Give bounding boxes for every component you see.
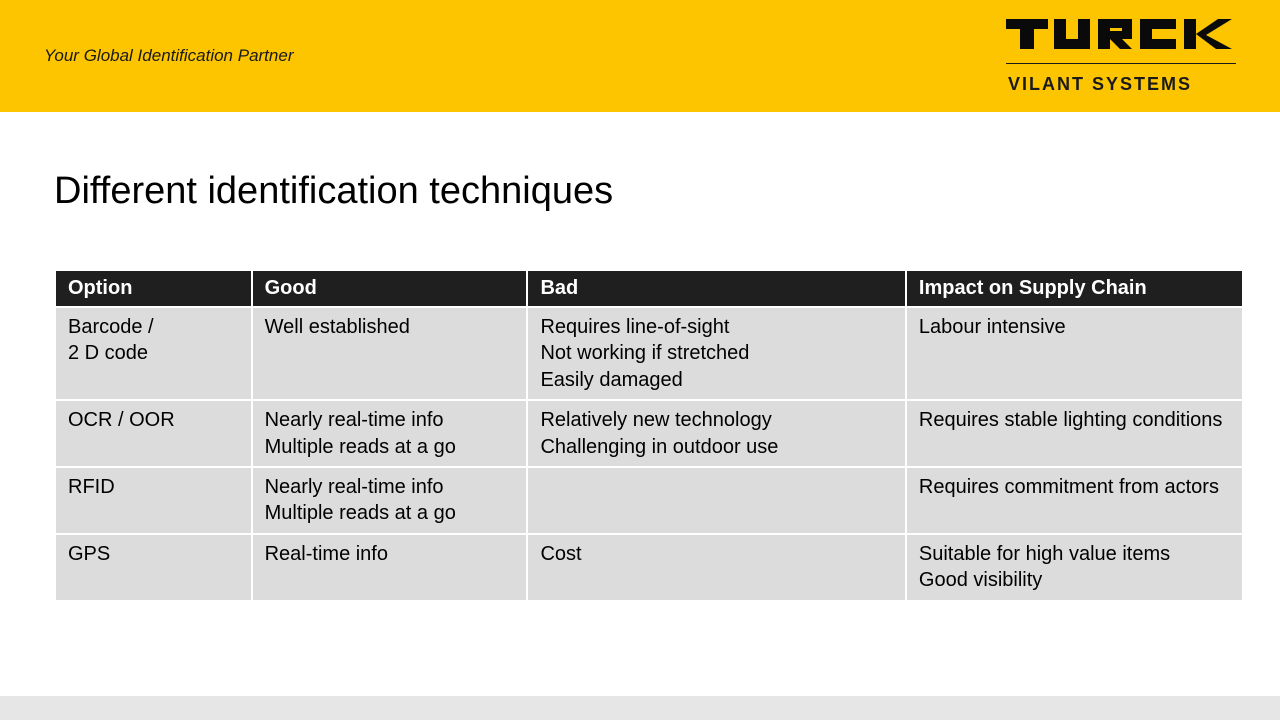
- techniques-table: Option Good Bad Impact on Supply Chain B…: [54, 269, 1244, 602]
- cell-good: Nearly real-time info Multiple reads at …: [253, 401, 527, 466]
- table-row: Barcode / 2 D code Well established Requ…: [56, 308, 1242, 399]
- cell-option: OCR / OOR: [56, 401, 251, 466]
- col-header-impact: Impact on Supply Chain: [907, 271, 1242, 306]
- cell-impact: Labour intensive: [907, 308, 1242, 399]
- logo-divider: [1006, 63, 1236, 64]
- cell-option: GPS: [56, 535, 251, 600]
- cell-impact: Suitable for high value items Good visib…: [907, 535, 1242, 600]
- page-title: Different identification techniques: [54, 170, 1226, 213]
- table-row: GPS Real-time info Cost Suitable for hig…: [56, 535, 1242, 600]
- content-area: Different identification techniques Opti…: [0, 112, 1280, 602]
- cell-bad: Cost: [528, 535, 904, 600]
- col-header-option: Option: [56, 271, 251, 306]
- cell-option: RFID: [56, 468, 251, 533]
- table-row: RFID Nearly real-time info Multiple read…: [56, 468, 1242, 533]
- col-header-good: Good: [253, 271, 527, 306]
- cell-bad: Relatively new technology Challenging in…: [528, 401, 904, 466]
- cell-good: Nearly real-time info Multiple reads at …: [253, 468, 527, 533]
- cell-good: Well established: [253, 308, 527, 399]
- table-body: Barcode / 2 D code Well established Requ…: [56, 308, 1242, 600]
- cell-good: Real-time info: [253, 535, 527, 600]
- turck-logo-icon: [1006, 17, 1236, 51]
- col-header-bad: Bad: [528, 271, 904, 306]
- header-bar: Your Global Identification Partner: [0, 0, 1280, 112]
- cell-impact: Requires commitment from actors: [907, 468, 1242, 533]
- table-row: OCR / OOR Nearly real-time info Multiple…: [56, 401, 1242, 466]
- footer-bar: [0, 696, 1280, 720]
- logo-subtext: VILANT SYSTEMS: [1006, 74, 1192, 95]
- logo-block: VILANT SYSTEMS: [1006, 17, 1236, 95]
- cell-option: Barcode / 2 D code: [56, 308, 251, 399]
- cell-bad: [528, 468, 904, 533]
- tagline: Your Global Identification Partner: [44, 46, 293, 66]
- table-header-row: Option Good Bad Impact on Supply Chain: [56, 271, 1242, 306]
- cell-bad: Requires line-of-sight Not working if st…: [528, 308, 904, 399]
- cell-impact: Requires stable lighting conditions: [907, 401, 1242, 466]
